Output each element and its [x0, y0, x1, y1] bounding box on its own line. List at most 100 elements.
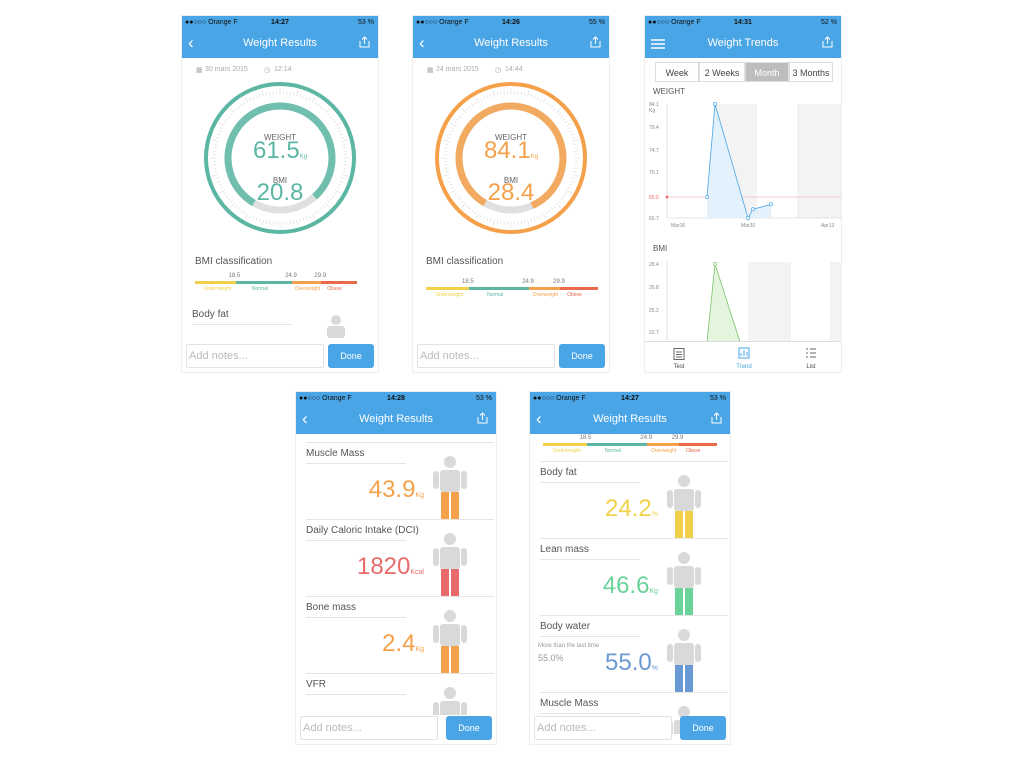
measure-date: 24 mars 2015 [436, 66, 479, 73]
gauge-tick [342, 143, 346, 145]
screen-weight-results-2: ●●○○○ Orange F 14:26 55 % ‹ Weight Resul… [413, 16, 609, 372]
back-chevron-icon[interactable]: ‹ [302, 409, 308, 428]
weight-gauge [204, 82, 356, 234]
gauge-tick [483, 96, 486, 100]
gauge-tick [448, 133, 452, 136]
gauge-tick [573, 143, 577, 145]
gauge-tick [225, 195, 229, 198]
gauge-tick [542, 97, 547, 103]
gauge-tick [249, 214, 252, 218]
status-bar: ●●○○○ Orange F 14:28 53 % [296, 392, 496, 406]
screen-weight-results-details-1: ●●○○○ Orange F 14:28 53 % ‹ Weight Resul… [296, 392, 496, 744]
nav-bar: ‹ Weight Results [413, 30, 609, 58]
share-icon[interactable] [711, 412, 722, 424]
gauge-tick [445, 171, 449, 173]
screen-weight-results-details-2: ●●○○○ Orange F 14:27 53 % ‹ Weight Resul… [530, 392, 730, 744]
title-underline [540, 559, 640, 560]
notes-input[interactable]: Add notes... [300, 716, 438, 740]
screen-weight-results-1: ●●○○○ Orange F 14:27 53 % ‹ Weight Resul… [182, 16, 378, 372]
gauge-tick [216, 177, 220, 179]
gauge-tick [320, 105, 323, 109]
share-icon[interactable] [822, 36, 833, 48]
title-underline [306, 463, 406, 464]
gauge-tick [265, 220, 267, 224]
measure-date: 30 mars 2015 [205, 66, 248, 73]
bmi-range-bar [235, 281, 293, 284]
body-silhouette-icon [664, 473, 704, 541]
back-chevron-icon[interactable]: ‹ [419, 33, 425, 52]
bmi-class-label: Underweight [435, 292, 464, 298]
gauge-tick [322, 205, 326, 208]
trend-chart-icon[interactable] [738, 347, 750, 360]
gauge-tick [335, 189, 341, 194]
clock-label: 14:31 [734, 19, 752, 26]
tab-list[interactable]: List [806, 364, 816, 370]
share-icon[interactable] [477, 412, 488, 424]
notes-input[interactable]: Add notes... [534, 716, 672, 740]
gauge-tick [461, 200, 464, 204]
gauge-tick [329, 115, 333, 118]
carrier-label: ●●○○○ Orange F [648, 19, 701, 26]
back-chevron-icon[interactable]: ‹ [188, 33, 194, 52]
y-tick-label: 60.7 [649, 216, 659, 222]
weight-value: 61.5 [252, 137, 300, 164]
clipboard-icon[interactable] [673, 347, 685, 360]
gauge-tick [259, 218, 261, 222]
bmi-threshold-label: 18.5 [228, 273, 241, 279]
weight-value: 84.1 [483, 137, 531, 164]
list-icon[interactable] [805, 347, 817, 360]
weight-trend-chart: 84.1 79.4 74.7 70.1 65.0 60.7 Kg Mar16 Mar30 Apr1… [649, 102, 841, 229]
gauge-tick [560, 198, 564, 201]
gauge-tick [340, 137, 344, 139]
gauge-tick [450, 122, 456, 127]
segment-3-months[interactable]: 3 Months [789, 62, 833, 82]
tab-bar: Test Trend List [645, 341, 841, 372]
share-icon[interactable] [359, 36, 370, 48]
gauge-tick [548, 209, 551, 213]
gauge-tick [571, 177, 575, 179]
y-tick-label: 28.4 [649, 262, 659, 268]
gauge-tick [461, 108, 466, 113]
metric-title: Muscle Mass [306, 448, 365, 459]
notes-input[interactable]: Add notes... [186, 344, 324, 368]
gauge-tick [265, 92, 267, 96]
gauge-tick [570, 180, 574, 183]
gauge-tick [317, 103, 320, 107]
bmi-scale: Underweight Normal Overweight Obese 18.5 24.9… [543, 435, 717, 457]
gauge-tick [475, 213, 480, 219]
y-tick-label: 22.7 [649, 330, 659, 336]
segment-2-weeks[interactable]: 2 Weeks [699, 62, 745, 82]
gauge-tick [572, 139, 579, 142]
gauge-tick [492, 219, 495, 226]
segment-week[interactable]: Week [655, 62, 699, 82]
share-icon[interactable] [590, 36, 601, 48]
segment-month[interactable]: Month [745, 62, 789, 82]
gauge-tick [447, 137, 451, 139]
bmi-chart-title: BMI [653, 244, 668, 253]
gauge-tick [445, 143, 449, 145]
hamburger-menu-icon[interactable] [651, 39, 665, 49]
gauge-tick [243, 101, 246, 105]
gauge-outer-ring [435, 82, 587, 234]
battery-label: 53 % [476, 395, 492, 402]
battery-label: 53 % [358, 19, 374, 26]
done-button[interactable]: Done [446, 716, 492, 740]
notes-input[interactable]: Add notes... [417, 344, 555, 368]
row-divider [306, 519, 494, 520]
gauge-tick [230, 203, 235, 208]
tab-test[interactable]: Test [673, 364, 685, 370]
gauge-tick [336, 186, 340, 189]
gauge-tick [551, 207, 554, 211]
bmi-range-bar [469, 287, 530, 290]
nav-title: Weight Results [593, 413, 667, 425]
gauge-tick [486, 95, 489, 99]
bmi-range-bar [321, 281, 357, 284]
done-button[interactable]: Done [559, 344, 605, 368]
battery-label: 53 % [710, 395, 726, 402]
back-chevron-icon[interactable]: ‹ [536, 409, 542, 428]
gauge-tick [569, 130, 573, 133]
done-button[interactable]: Done [328, 344, 374, 368]
bmi-classification-title: BMI classification [426, 256, 504, 267]
tab-trend[interactable]: Trend [736, 364, 752, 370]
done-button[interactable]: Done [680, 716, 726, 740]
